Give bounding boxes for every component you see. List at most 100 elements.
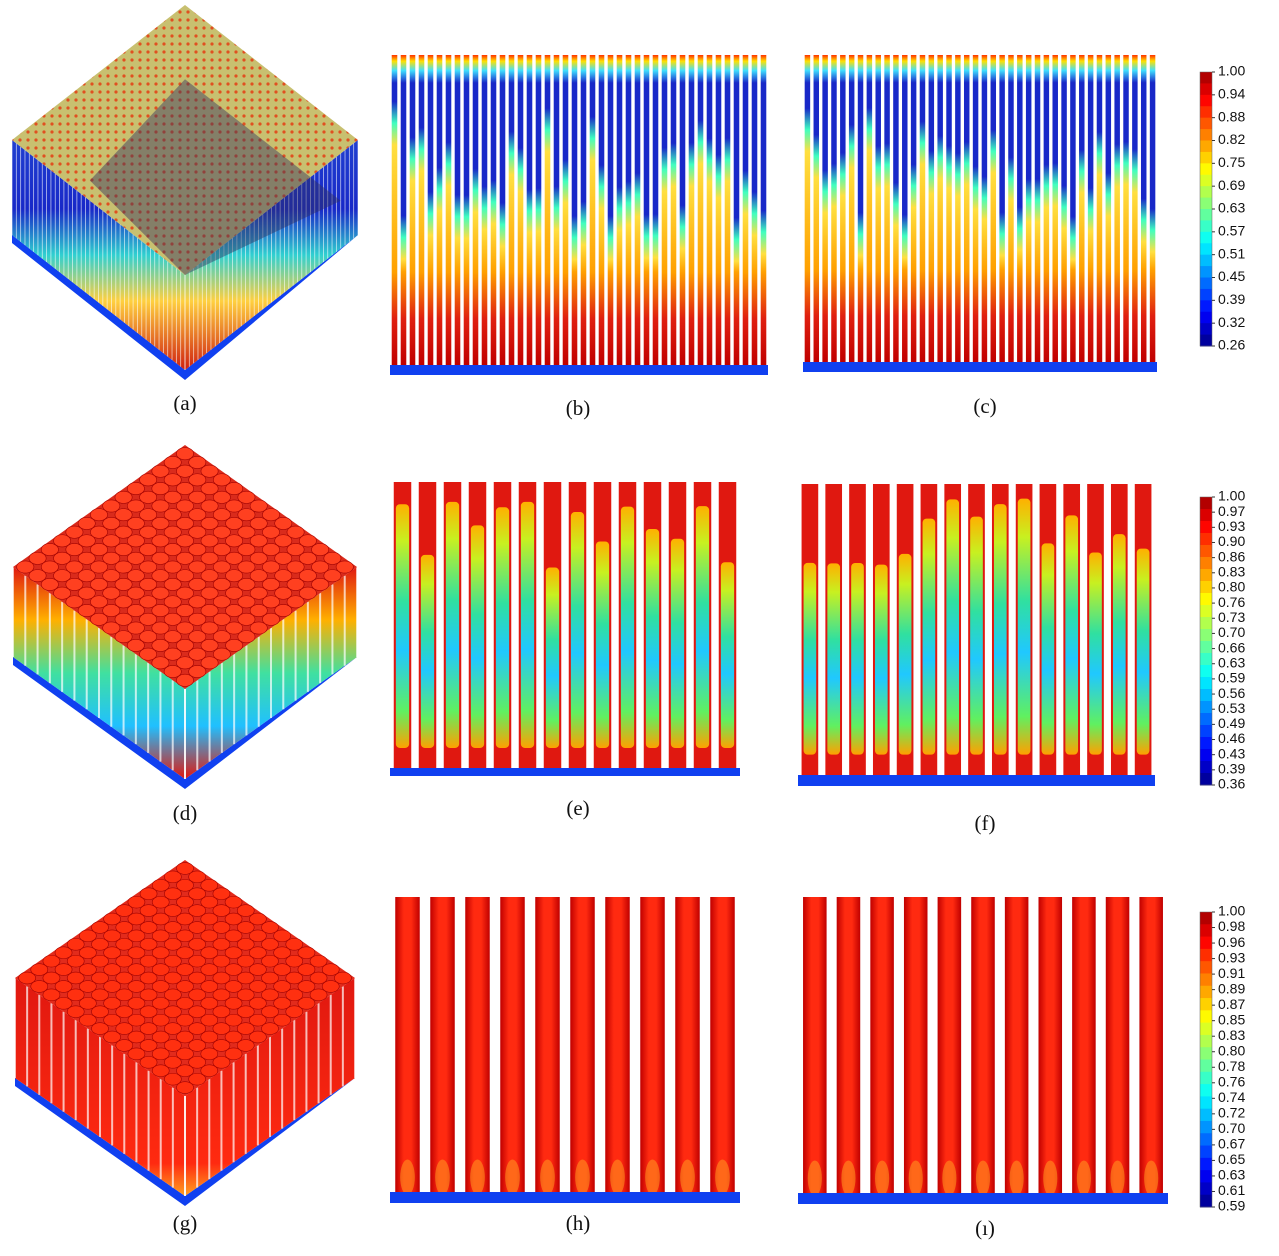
colorbar-segment	[1200, 986, 1212, 999]
colorbar-tick-label: 0.67	[1218, 1136, 1245, 1152]
tube	[1079, 55, 1084, 362]
colorbar-tick-label: 0.76	[1218, 594, 1245, 610]
colorbar-segment	[1200, 557, 1212, 570]
colorbar-segment	[1200, 677, 1212, 690]
colorbar-segment	[1200, 937, 1212, 950]
side-view	[390, 482, 740, 776]
tube	[662, 55, 668, 365]
colorbar-segment	[1200, 209, 1212, 221]
tube	[707, 55, 713, 365]
tube	[1035, 55, 1040, 362]
colorbar-segment	[1200, 95, 1212, 107]
tube	[805, 55, 810, 362]
tube	[491, 55, 497, 365]
colorbar-segment	[1200, 653, 1212, 666]
tube-core	[970, 517, 983, 755]
tube-core	[421, 555, 434, 748]
tube	[410, 55, 416, 365]
colorbar-segment	[1200, 569, 1212, 582]
tube	[500, 55, 506, 365]
tube-core	[1137, 549, 1150, 755]
panel-label: (c)	[973, 394, 996, 418]
base-plate	[798, 1193, 1168, 1204]
tube	[875, 55, 880, 362]
column-top	[176, 674, 193, 686]
colorbar-tick-label: 0.73	[1218, 609, 1245, 625]
tube	[999, 55, 1004, 362]
colorbar-segment	[1200, 255, 1212, 267]
tube	[570, 897, 595, 1192]
tube-core	[1018, 499, 1031, 755]
colorbar: 1.000.980.960.930.910.890.870.850.830.80…	[1200, 903, 1245, 1214]
tube	[1017, 55, 1022, 362]
tube	[675, 897, 700, 1192]
tube	[1106, 55, 1111, 362]
tube	[680, 55, 686, 365]
tube	[535, 897, 560, 1192]
tube-core	[923, 519, 936, 755]
tube	[1097, 55, 1102, 362]
colorbar-segment	[1200, 521, 1212, 534]
colorbar-tick-label: 1.00	[1218, 488, 1245, 504]
tube	[973, 55, 978, 362]
tube-core	[646, 529, 659, 748]
tube	[1052, 55, 1057, 362]
colorbar-segment	[1200, 545, 1212, 558]
hot-spot	[1077, 1160, 1091, 1196]
tube	[617, 55, 623, 365]
hot-spot	[435, 1160, 450, 1195]
hot-spot	[505, 1160, 520, 1195]
colorbar-segment	[1200, 152, 1212, 164]
tube	[455, 55, 461, 365]
tube-core	[1089, 552, 1102, 754]
colorbar-segment	[1200, 175, 1212, 187]
colorbar-tick-label: 0.89	[1218, 980, 1245, 996]
tube	[893, 55, 898, 362]
iso-view	[15, 860, 355, 1206]
tube	[946, 55, 951, 362]
tube	[1088, 55, 1093, 362]
colorbar-segment	[1200, 1146, 1212, 1159]
tube	[710, 897, 735, 1192]
colorbar-segment	[1200, 1047, 1212, 1060]
tube	[1123, 55, 1128, 362]
colorbar-tick-label: 1.00	[1218, 63, 1245, 79]
tube	[465, 897, 490, 1192]
tube-core	[471, 525, 484, 748]
tube	[971, 897, 995, 1193]
colorbar-tick-label: 0.65	[1218, 1151, 1245, 1167]
tube	[1008, 55, 1013, 362]
tube	[640, 897, 665, 1192]
panel-label: (e)	[566, 796, 589, 820]
tube	[929, 55, 934, 362]
colorbar-segment	[1200, 1158, 1212, 1171]
tube	[837, 897, 861, 1193]
tube	[1061, 55, 1066, 362]
tube	[653, 55, 659, 365]
tube	[527, 55, 533, 365]
panel-label: (a)	[173, 391, 196, 415]
tube	[545, 55, 551, 365]
tube	[858, 55, 863, 362]
colorbar-segment	[1200, 1060, 1212, 1073]
colorbar-segment	[1200, 949, 1212, 962]
hot-spot	[909, 1160, 923, 1196]
hot-spot	[1110, 1160, 1124, 1196]
tube	[1070, 55, 1075, 362]
colorbar-segment	[1200, 761, 1212, 774]
tube	[1141, 55, 1146, 362]
tube-core	[521, 502, 534, 748]
iso-view	[12, 5, 358, 380]
colorbar-segment	[1200, 773, 1212, 786]
tube	[599, 55, 605, 365]
colorbar-segment	[1200, 118, 1212, 130]
tube	[902, 55, 907, 362]
colorbar: 1.000.970.930.900.860.830.800.760.730.70…	[1200, 488, 1245, 792]
colorbar-segment	[1200, 300, 1212, 312]
tube-core	[571, 512, 584, 748]
tube-core	[804, 563, 817, 755]
tube	[911, 55, 916, 362]
colorbar-tick-label: 0.93	[1218, 518, 1245, 534]
tube	[554, 55, 560, 365]
colorbar-tick-label: 0.66	[1218, 639, 1245, 655]
